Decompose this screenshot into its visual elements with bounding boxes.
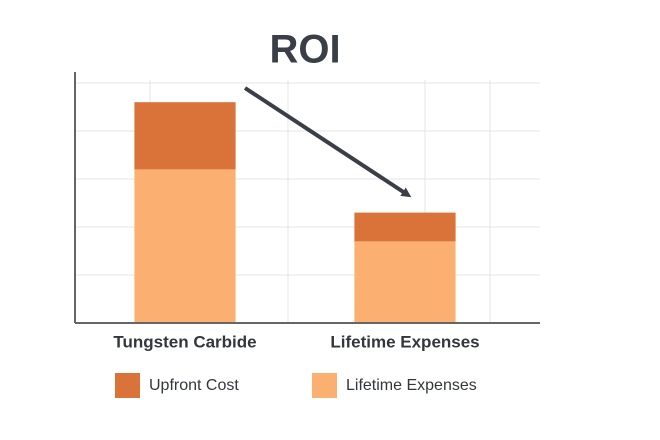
legend-swatch [115, 373, 140, 398]
arrow [243, 86, 412, 198]
x-tick-label: Tungsten Carbide [113, 332, 256, 351]
chart-title: ROI [269, 28, 340, 72]
legend-label: Lifetime Expenses [346, 377, 477, 394]
legend-label: Upfront Cost [149, 377, 239, 394]
bar-segment [354, 212, 456, 242]
plot [75, 82, 540, 323]
legend-swatch [312, 373, 337, 398]
bar-segment [134, 169, 236, 323]
x-tick-label: Lifetime Expenses [330, 332, 479, 351]
bar-segment [134, 102, 236, 170]
bar-segment [354, 241, 456, 323]
